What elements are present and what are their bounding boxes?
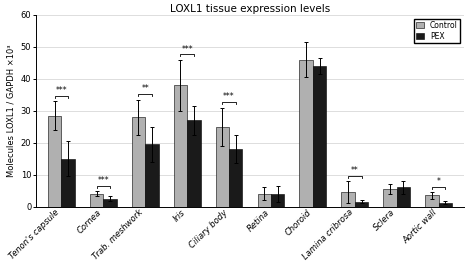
Bar [48, 115, 61, 206]
Bar [397, 187, 410, 206]
Bar [439, 203, 452, 206]
Text: ***: *** [181, 45, 193, 53]
Text: ***: *** [223, 93, 235, 101]
Bar [257, 194, 271, 206]
Bar [216, 127, 229, 206]
Bar [355, 202, 368, 206]
Bar [383, 189, 397, 206]
Bar [61, 159, 75, 206]
Bar [229, 149, 242, 206]
Bar [90, 194, 103, 206]
Bar [187, 120, 200, 206]
Bar [145, 144, 159, 206]
Text: **: ** [141, 85, 149, 93]
Bar [300, 60, 313, 206]
Bar [103, 198, 117, 206]
Bar [313, 66, 326, 206]
Legend: Control, PEX: Control, PEX [414, 19, 460, 43]
Text: **: ** [351, 166, 358, 175]
Bar [341, 192, 355, 206]
Bar [425, 195, 439, 206]
Text: *: * [437, 177, 440, 186]
Bar [132, 117, 145, 206]
Text: ***: *** [56, 86, 67, 95]
Y-axis label: Molecules LOXL1 / GAPDH ×10³: Molecules LOXL1 / GAPDH ×10³ [6, 44, 15, 177]
Text: ***: *** [97, 176, 109, 185]
Bar [174, 85, 187, 206]
Bar [271, 194, 285, 206]
Title: LOXL1 tissue expression levels: LOXL1 tissue expression levels [170, 4, 330, 14]
